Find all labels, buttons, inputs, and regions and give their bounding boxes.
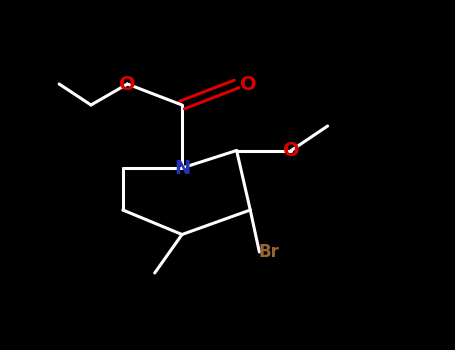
Text: O: O	[119, 75, 136, 93]
Text: O: O	[283, 141, 299, 160]
Text: N: N	[174, 159, 190, 177]
Text: O: O	[240, 75, 256, 93]
Text: Br: Br	[258, 243, 279, 261]
